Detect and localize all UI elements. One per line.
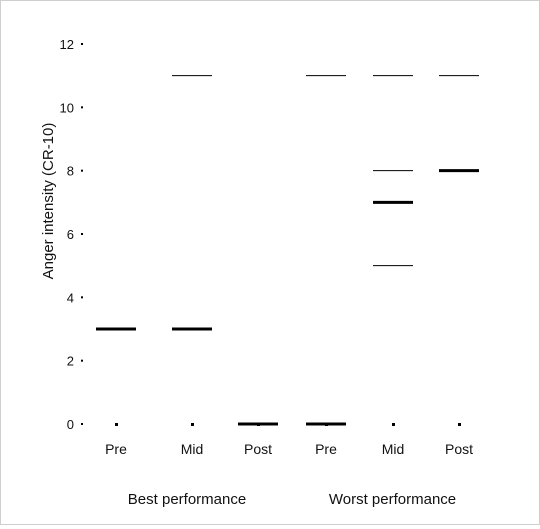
y-tick-mark-0 bbox=[81, 423, 83, 425]
group-labels: Best performance Worst performance bbox=[128, 491, 456, 508]
y-tick-label-8: 8 bbox=[67, 164, 74, 179]
y-tick-mark-10 bbox=[81, 106, 83, 109]
x-tick-label-pre-0: Pre bbox=[105, 441, 127, 457]
y-tick-label-4: 4 bbox=[67, 290, 74, 305]
y-tick-mark-2 bbox=[81, 359, 83, 362]
y-tick-mark-12 bbox=[81, 43, 83, 45]
x-tick-label-mid-1: Mid bbox=[181, 441, 204, 457]
y-tick-label-0: 0 bbox=[67, 417, 74, 432]
x-tick-mark-1 bbox=[191, 423, 194, 426]
group-label-0: Best performance bbox=[128, 491, 246, 508]
group-label-1: Worst performance bbox=[329, 491, 456, 508]
x-tick-mark-5 bbox=[458, 423, 461, 426]
x-tick-mark-2 bbox=[257, 423, 260, 426]
y-tick-label-12: 12 bbox=[60, 37, 74, 52]
y-tick-label-2: 2 bbox=[67, 354, 74, 369]
data-marks bbox=[96, 75, 479, 426]
x-tick-mark-3 bbox=[325, 423, 328, 426]
x-tick-label-mid-4: Mid bbox=[382, 441, 405, 457]
x-tick-label-post-5: Post bbox=[445, 441, 473, 457]
y-tick-mark-4 bbox=[81, 296, 83, 299]
x-tick-mark-0 bbox=[115, 423, 118, 426]
y-tick-mark-6 bbox=[81, 233, 83, 235]
x-tick-mark-4 bbox=[392, 423, 395, 426]
y-tick-label-10: 10 bbox=[60, 100, 74, 115]
y-axis: 0 2 4 6 8 10 12 bbox=[60, 37, 83, 432]
x-tick-label-post-2: Post bbox=[244, 441, 272, 457]
y-tick-label-6: 6 bbox=[67, 227, 74, 242]
x-tick-label-pre-3: Pre bbox=[315, 441, 337, 457]
x-axis: Pre Mid Post Pre Mid Post bbox=[105, 423, 473, 457]
y-tick-mark-8 bbox=[81, 169, 83, 172]
y-axis-label: Anger intensity (CR-10) bbox=[40, 123, 57, 280]
